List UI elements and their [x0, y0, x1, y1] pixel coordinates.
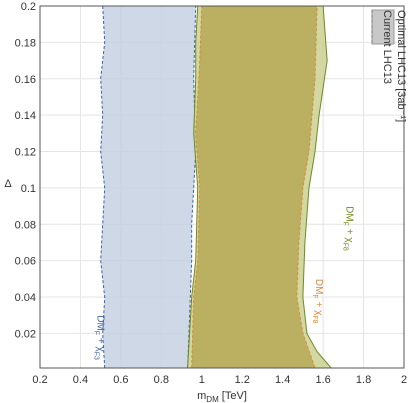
x-label-main: m	[197, 390, 206, 402]
y-tick-label: 0.16	[15, 74, 36, 86]
annotation-part: F	[311, 294, 318, 298]
y-tick-label: 0.1	[21, 183, 36, 195]
annotation-part: F3	[93, 352, 100, 360]
y-tick-label: 0.04	[15, 292, 36, 304]
annotation-part: + χ	[95, 335, 106, 352]
y-tick-label: 0.02	[15, 328, 36, 340]
x-tick-label: 1.4	[275, 374, 290, 386]
x-tick-label: 1.2	[235, 374, 250, 386]
annotation: DMF + χF8	[311, 279, 324, 324]
x-label-rest: [TeV]	[219, 390, 247, 402]
x-tick-label: 1.8	[356, 374, 371, 386]
plot-frame	[39, 5, 405, 369]
annotation: DMF + χF3	[93, 315, 106, 360]
x-tick-label: 1	[199, 374, 205, 386]
annotation-part: DM	[343, 206, 354, 222]
annotation-part: + χ	[313, 299, 324, 316]
y-tick-label: 0.2	[21, 1, 36, 13]
x-tick-label: 1.6	[315, 374, 330, 386]
annotation-part: F	[341, 222, 348, 226]
annotation-part: DM	[95, 315, 106, 331]
annotation: DMF + χF8	[341, 206, 354, 251]
x-tick-label: 0.6	[113, 374, 128, 386]
legend-label: Optimal LHC13 [3ab⁻¹]	[395, 10, 407, 122]
x-tick-label: 0.2	[32, 374, 47, 386]
y-tick-label: 0.08	[15, 219, 36, 231]
annotation-part: DM	[313, 279, 324, 295]
legend-label: Current LHC13	[381, 10, 393, 84]
x-tick-label: 2	[401, 374, 407, 386]
y-tick-label: 0.12	[15, 147, 36, 159]
x-label-sub: DM	[206, 395, 219, 403]
x-tick-label: 0.4	[73, 374, 88, 386]
x-tick-label: 0.8	[154, 374, 169, 386]
y-tick-label: 0.14	[15, 110, 36, 122]
region	[100, 5, 197, 369]
annotation-part: + χ	[343, 226, 354, 243]
annotation-part: F8	[311, 315, 318, 323]
y-axis-label: Δ	[4, 178, 12, 190]
region	[191, 5, 318, 369]
annotation-part: F8	[341, 243, 348, 251]
x-axis-label: mDM [TeV]	[197, 390, 247, 403]
y-tick-label: 0.06	[15, 256, 36, 268]
annotation-part: F	[93, 331, 100, 335]
y-tick-label: 0.18	[15, 37, 36, 49]
